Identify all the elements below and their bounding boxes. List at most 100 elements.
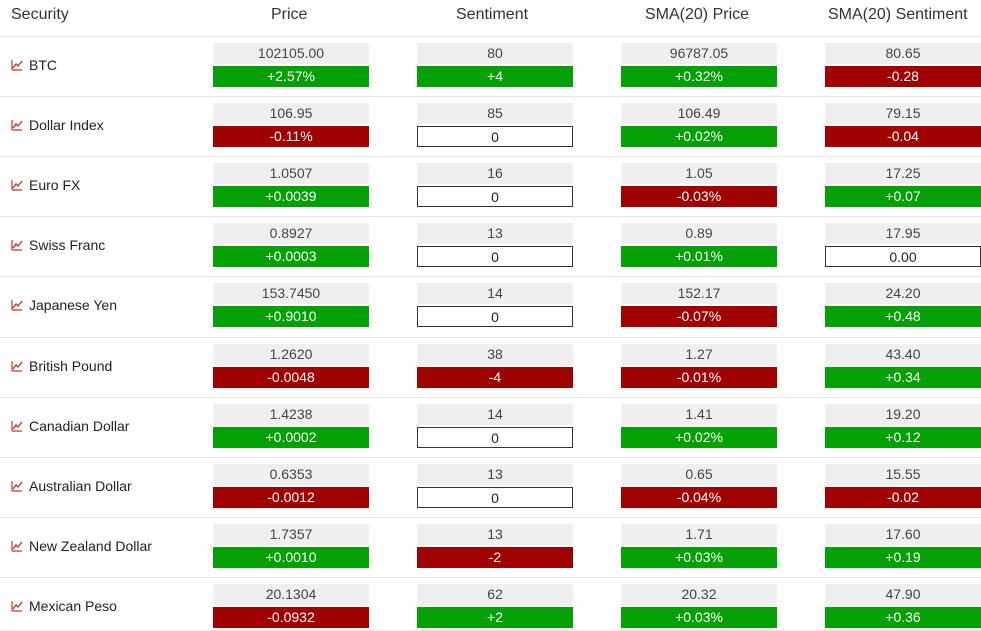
price-cell: 1.0507 +0.0039 [213,163,369,207]
sma-price-change: +0.03% [621,607,777,628]
sma-sentiment-change: +0.48 [825,306,981,327]
sentiment-value: 62 [417,584,573,605]
security-name[interactable]: New Zealand Dollar [29,538,152,554]
table-row[interactable]: Canadian Dollar 1.4238 +0.0002 14 0 1.41 +0.02… [0,398,981,458]
table-row[interactable]: Japanese Yen 153.7450 +0.9010 14 0 152.17 -0.0… [0,277,981,338]
table-row[interactable]: BTC 102105.00 +2.57% 80 +4 96787.05 +0.32% 80.6… [0,37,981,97]
price-change: -0.0012 [213,487,369,508]
sma-sentiment-cell: 17.25 +0.07 [825,163,981,207]
sma-price-change: +0.01% [621,246,777,267]
sentiment-value: 13 [417,524,573,545]
sentiment-change: 0 [417,126,573,147]
chart-line-icon[interactable] [11,480,23,492]
sentiment-value: 38 [417,344,573,365]
chart-line-icon[interactable] [11,119,23,131]
security-cell[interactable]: Japanese Yen [11,297,117,313]
security-cell[interactable]: British Pound [11,358,112,374]
chart-line-icon[interactable] [11,600,23,612]
sma-sentiment-change: -0.02 [825,487,981,508]
sentiment-change: -2 [417,547,573,568]
price-change: -0.0048 [213,367,369,388]
sma-sentiment-value: 47.90 [825,584,981,605]
price-value: 0.8927 [213,223,369,244]
sma-price-cell: 0.65 -0.04% [621,464,777,508]
chart-line-icon[interactable] [11,179,23,191]
price-value: 1.2620 [213,344,369,365]
security-name[interactable]: Swiss Franc [29,237,106,253]
table-row[interactable]: Euro FX 1.0507 +0.0039 16 0 1.05 -0.03% 17.25 +0… [0,157,981,217]
sma-sentiment-cell: 80.65 -0.28 [825,43,981,87]
sentiment-cell: 16 0 [417,163,573,207]
sma-sentiment-cell: 17.60 +0.19 [825,524,981,568]
sentiment-cell: 13 0 [417,223,573,267]
header-price: Price [271,6,308,23]
sentiment-value: 85 [417,103,573,124]
security-cell[interactable]: Euro FX [11,177,80,193]
header-sentiment: Sentiment [456,6,529,23]
table-row[interactable]: New Zealand Dollar 1.7357 +0.0010 13 -2 1.71 +… [0,518,981,578]
sma-sentiment-value: 17.60 [825,524,981,545]
price-change: +0.9010 [213,306,369,327]
sma-price-cell: 0.89 +0.01% [621,223,777,267]
table-row[interactable]: Dollar Index 106.95 -0.11% 85 0 106.49 +0.02% 7… [0,97,981,157]
security-name[interactable]: BTC [29,57,57,73]
price-change: -0.0932 [213,607,369,628]
sma-sentiment-cell: 43.40 +0.34 [825,344,981,388]
sentiment-value: 14 [417,283,573,304]
sma-price-change: +0.02% [621,427,777,448]
table-row[interactable]: British Pound 1.2620 -0.0048 38 -4 1.27 -0.01%… [0,338,981,398]
sma-sentiment-change: 0.00 [825,246,981,267]
price-value: 106.95 [213,103,369,124]
sma-price-value: 1.27 [621,344,777,365]
sma-price-cell: 1.05 -0.03% [621,163,777,207]
security-cell[interactable]: Mexican Peso [11,598,117,614]
chart-line-icon[interactable] [11,420,23,432]
sma-sentiment-change: -0.28 [825,66,981,87]
security-cell[interactable]: Australian Dollar [11,478,132,494]
security-name[interactable]: Australian Dollar [29,478,132,494]
price-change: +0.0039 [213,186,369,207]
chart-line-icon[interactable] [11,59,23,71]
sentiment-change: 0 [417,186,573,207]
sma-price-value: 1.41 [621,404,777,425]
table-row[interactable]: Australian Dollar 0.6353 -0.0012 13 0 0.65 -0.… [0,458,981,518]
security-name[interactable]: Canadian Dollar [29,418,130,434]
security-name[interactable]: Euro FX [29,177,81,193]
security-cell[interactable]: Canadian Dollar [11,418,129,434]
security-cell[interactable]: BTC [11,57,57,73]
price-value: 1.7357 [213,524,369,545]
chart-line-icon[interactable] [11,239,23,251]
price-cell: 106.95 -0.11% [213,103,369,147]
security-name[interactable]: British Pound [29,358,113,374]
security-name[interactable]: Japanese Yen [29,297,117,313]
table-row[interactable]: Mexican Peso 20.1304 -0.0932 62 +2 20.32 +0.03… [0,578,981,631]
header-sma-sentiment: SMA(20) Sentiment [828,6,968,23]
sentiment-change: +4 [417,66,573,87]
security-cell[interactable]: New Zealand Dollar [11,538,152,554]
price-cell: 0.6353 -0.0012 [213,464,369,508]
security-cell[interactable]: Dollar Index [11,117,104,133]
sma-sentiment-value: 17.95 [825,223,981,244]
table-row[interactable]: Swiss Franc 0.8927 +0.0003 13 0 0.89 +0.01% 17.… [0,217,981,277]
price-change: +2.57% [213,66,369,87]
sentiment-cell: 14 0 [417,404,573,448]
sma-sentiment-value: 15.55 [825,464,981,485]
sentiment-cell: 80 +4 [417,43,573,87]
chart-line-icon[interactable] [11,360,23,372]
price-change: +0.0003 [213,246,369,267]
chart-line-icon[interactable] [11,299,23,311]
sma-sentiment-value: 24.20 [825,283,981,304]
security-name[interactable]: Dollar Index [29,117,104,133]
price-cell: 1.2620 -0.0048 [213,344,369,388]
sma-sentiment-cell: 24.20 +0.48 [825,283,981,327]
security-name[interactable]: Mexican Peso [29,598,117,614]
sma-sentiment-change: +0.12 [825,427,981,448]
sma-price-change: +0.32% [621,66,777,87]
security-cell[interactable]: Swiss Franc [11,237,105,253]
sma-price-cell: 1.71 +0.03% [621,524,777,568]
sma-price-change: -0.01% [621,367,777,388]
chart-line-icon[interactable] [11,540,23,552]
price-value: 0.6353 [213,464,369,485]
sentiment-change: 0 [417,487,573,508]
sentiment-cell: 13 -2 [417,524,573,568]
